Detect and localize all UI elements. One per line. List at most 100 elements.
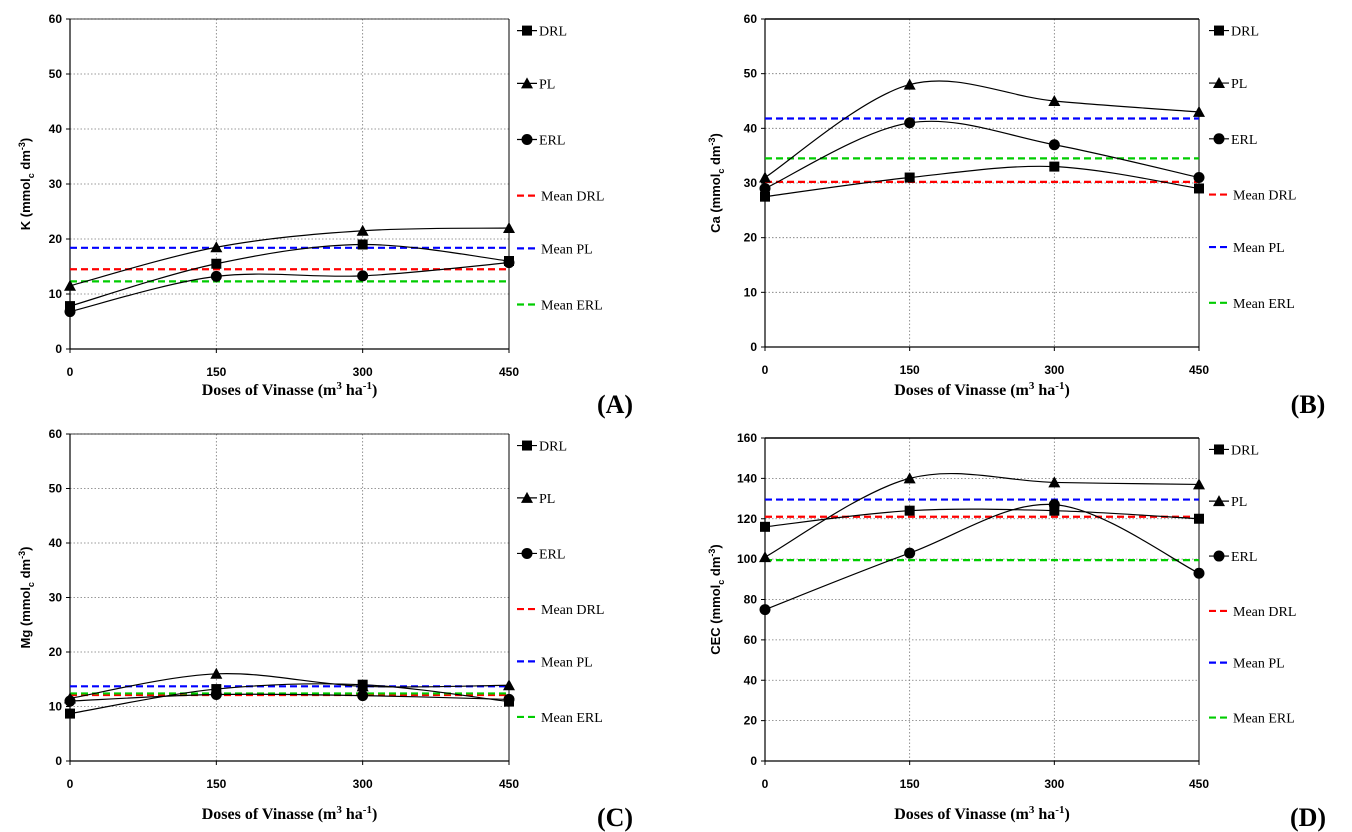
data-point-pl — [903, 78, 916, 90]
data-point-drl — [904, 505, 915, 516]
y-axis-title: K (mmolc dm-3) — [17, 138, 36, 231]
y-tick-label: 60 — [49, 427, 63, 441]
legend-label-mean-pl: Mean PL — [541, 242, 593, 257]
y-tick-label: 40 — [744, 121, 758, 135]
y-tick-label: 0 — [750, 754, 757, 768]
legend-label-erl: ERL — [539, 547, 565, 562]
series-line-drl — [69, 683, 510, 715]
y-tick-label: 10 — [49, 287, 63, 301]
data-point-drl — [760, 191, 770, 202]
x-axis-title: Doses of Vinasse (m3 ha-1) — [894, 380, 1070, 399]
data-point-pl — [1193, 105, 1205, 117]
data-point-erl — [1048, 499, 1060, 511]
data-point-pl — [1048, 95, 1061, 106]
legend-marker-drl — [1214, 25, 1224, 36]
chart-panel-4: 0 20 40 60 80 100 120 140 160 0 150 300 450 DRL PL ERL M… — [707, 431, 1326, 832]
chart-panel-2: 0 10 20 30 40 50 60 0 150 300 450 DRL PL ERL Mean DRL M… — [707, 12, 1325, 419]
data-point-drl — [1049, 505, 1060, 516]
data-point-pl — [210, 241, 223, 253]
y-tick-label: 20 — [49, 645, 63, 659]
data-point-drl — [65, 708, 75, 719]
x-tick-label: 150 — [900, 363, 920, 377]
y-tick-label: 40 — [744, 673, 758, 687]
series-line-pl — [69, 227, 510, 287]
data-point-pl — [356, 680, 369, 692]
panel-label: (D) — [1290, 803, 1326, 832]
y-tick-label: 10 — [744, 285, 758, 299]
legend-marker-drl — [522, 440, 532, 451]
x-tick-label: 0 — [762, 363, 769, 377]
chart-panel-1: 0 10 20 30 40 50 60 0 150 300 450 DRL PL ERL Mean DRL M… — [17, 12, 633, 419]
data-point-pl — [903, 472, 916, 484]
data-point-pl — [210, 667, 223, 679]
legend-label-drl: DRL — [539, 25, 567, 40]
data-point-erl — [357, 270, 369, 282]
legend-label-mean-erl: Mean ERL — [541, 711, 603, 726]
y-tick-label: 30 — [49, 177, 63, 191]
x-tick-label: 450 — [499, 777, 519, 791]
x-tick-label: 300 — [1044, 777, 1064, 791]
x-tick-label: 450 — [499, 365, 519, 379]
series-line-erl — [764, 503, 1200, 611]
legend-label-erl: ERL — [539, 134, 565, 149]
data-point-erl — [210, 689, 222, 701]
x-tick-label: 150 — [206, 777, 226, 791]
y-tick-label: 50 — [49, 482, 63, 496]
x-tick-label: 0 — [67, 365, 74, 379]
x-tick-label: 0 — [762, 777, 769, 791]
series-line-drl — [764, 165, 1200, 198]
data-point-drl — [904, 172, 915, 183]
y-tick-label: 20 — [744, 714, 758, 728]
data-point-pl — [759, 551, 771, 563]
y-tick-label: 30 — [744, 176, 758, 190]
y-tick-label: 0 — [55, 342, 62, 356]
data-point-pl — [64, 279, 76, 291]
y-tick-label: 10 — [49, 700, 63, 714]
legend-label-drl: DRL — [1231, 25, 1259, 40]
data-point-erl — [210, 270, 222, 282]
panel-label: (C) — [597, 803, 633, 832]
x-tick-label: 150 — [900, 777, 920, 791]
data-point-erl — [1193, 567, 1205, 579]
data-point-pl — [503, 222, 515, 233]
legend-label-erl: ERL — [1231, 550, 1257, 565]
data-point-erl — [64, 695, 76, 707]
y-tick-label: 140 — [737, 471, 757, 485]
y-tick-label: 100 — [737, 552, 757, 566]
series-line-pl — [69, 672, 510, 699]
legend-marker-erl — [1213, 550, 1225, 562]
legend-marker-erl — [521, 134, 533, 145]
data-point-drl — [1194, 183, 1204, 194]
y-tick-label: 160 — [737, 431, 757, 445]
panel-label: (A) — [597, 390, 633, 419]
legend-label-mean-pl: Mean PL — [1233, 241, 1285, 256]
data-point-erl — [759, 604, 771, 616]
legend-label-drl: DRL — [1231, 443, 1259, 458]
y-tick-label: 80 — [744, 593, 758, 607]
y-tick-label: 40 — [49, 122, 63, 136]
legend-label-mean-drl: Mean DRL — [1233, 605, 1296, 620]
y-tick-label: 20 — [49, 232, 63, 246]
data-point-pl — [759, 171, 771, 183]
data-point-erl — [1193, 172, 1205, 184]
y-tick-label: 50 — [744, 67, 758, 81]
data-point-drl — [1194, 513, 1204, 524]
data-point-pl — [1048, 476, 1061, 488]
x-tick-label: 0 — [67, 777, 74, 791]
y-tick-label: 40 — [49, 536, 63, 550]
legend-label-mean-drl: Mean DRL — [541, 190, 604, 205]
legend-marker-erl — [521, 547, 533, 559]
data-point-erl — [904, 547, 916, 559]
chart-panel-3: 0 10 20 30 40 50 60 0 150 300 450 DRL PL ERL Mean DRL M… — [17, 427, 633, 832]
series-line-pl — [764, 472, 1200, 558]
panel-label: (B) — [1291, 390, 1326, 419]
series-line-erl — [69, 693, 510, 702]
y-axis-title: Mg (mmolc dm-3) — [17, 547, 36, 649]
y-axis-title: Ca (mmolc dm-3) — [707, 133, 726, 233]
data-point-erl — [759, 182, 771, 194]
x-tick-label: 300 — [1044, 363, 1064, 377]
x-tick-label: 300 — [353, 365, 373, 379]
y-tick-label: 0 — [750, 340, 757, 354]
series-line-pl — [764, 80, 1200, 179]
